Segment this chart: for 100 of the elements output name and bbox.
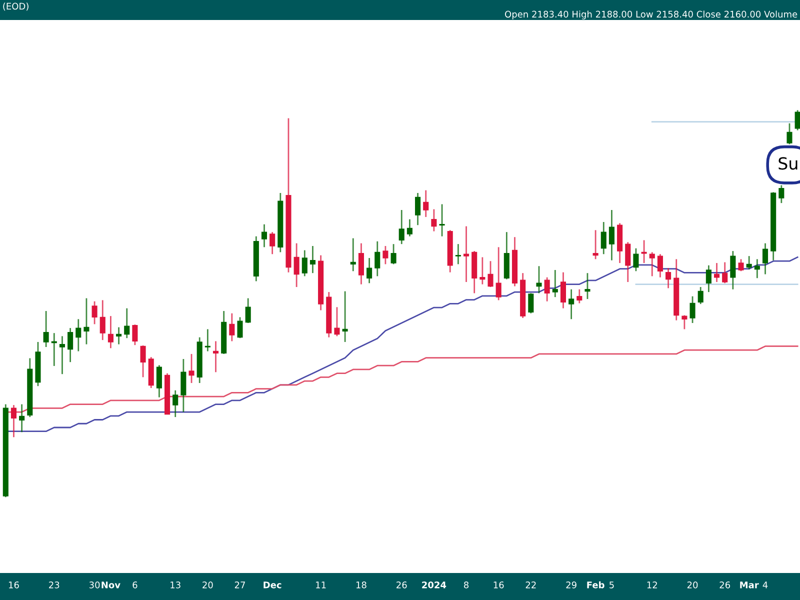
candlestick	[544, 276, 550, 302]
candlestick	[100, 299, 106, 341]
candlestick	[350, 238, 356, 272]
candlestick	[600, 221, 606, 255]
candlestick	[794, 109, 800, 131]
candlestick	[358, 242, 364, 286]
x-tick-label: 30	[89, 581, 100, 588]
candlestick	[172, 390, 178, 418]
x-tick-label: 29	[566, 581, 576, 588]
candlestick	[366, 257, 372, 284]
x-tick-label: 23	[49, 581, 60, 588]
candlestick	[415, 192, 421, 226]
candlestick	[657, 253, 663, 278]
candlestick	[108, 315, 114, 349]
x-tick-label: 8	[464, 581, 469, 588]
candlestick	[576, 288, 582, 304]
candlestick	[592, 229, 598, 260]
candlestick	[204, 328, 210, 352]
candlestick	[649, 251, 655, 277]
candlestick	[382, 245, 388, 265]
candlestick	[406, 218, 412, 238]
candlestick	[730, 250, 736, 290]
x-tick-label: Nov	[102, 582, 120, 588]
candlestick	[124, 308, 130, 339]
candlestick	[43, 310, 49, 348]
candlestick	[754, 258, 760, 279]
candlestick	[84, 298, 90, 345]
candlestick	[552, 269, 558, 298]
chart-subtitle: Open 2183.40 High 2188.00 Low 2158.40 Close 2160.00 Volume	[505, 10, 798, 20]
candlestick	[786, 122, 792, 145]
candlestick	[423, 190, 429, 218]
candlestick	[390, 243, 396, 265]
candlestick	[778, 184, 784, 204]
candlestick	[156, 364, 162, 398]
candlestick	[116, 326, 122, 345]
candlestick	[294, 242, 300, 288]
candlestick	[398, 209, 404, 245]
x-tick-label: 18	[356, 581, 366, 588]
candlestick	[342, 290, 348, 343]
x-tick-label: 6	[132, 581, 138, 588]
candlestick	[698, 286, 704, 305]
x-tick-label: 22	[526, 581, 536, 588]
candlestick	[560, 272, 566, 309]
candlestick	[528, 292, 534, 314]
candlestick	[746, 255, 752, 270]
candlestick	[261, 224, 268, 248]
candlestick	[180, 358, 186, 413]
candlestick	[10, 404, 17, 438]
candlestick	[666, 267, 672, 289]
candlestick	[625, 241, 631, 283]
candlestick	[188, 353, 194, 384]
candlestick	[536, 265, 542, 294]
candlestick	[212, 340, 219, 373]
candlestick	[488, 260, 494, 288]
candlestick	[302, 250, 308, 277]
candlestick	[690, 296, 696, 324]
candlestick	[132, 324, 138, 346]
x-tick-label: 4	[762, 582, 768, 588]
candlestick	[59, 335, 65, 375]
candlestick	[334, 306, 340, 337]
candlestick	[140, 344, 146, 378]
candlestick	[480, 256, 486, 286]
candlestick	[584, 272, 590, 300]
x-tick-label: 13	[170, 581, 180, 588]
candlestick	[310, 245, 316, 274]
x-tick-label: 20	[202, 581, 213, 588]
x-tick-label: 5	[610, 582, 614, 588]
candlestick	[51, 332, 57, 367]
candlestick	[431, 208, 437, 232]
x-tick-label: 27	[234, 581, 245, 588]
x-tick-label: 16	[8, 581, 19, 588]
x-tick-label: 20	[687, 581, 698, 588]
candlestick	[496, 246, 502, 301]
candlestick	[270, 231, 276, 255]
candlestick	[374, 240, 380, 277]
candlestick	[245, 298, 251, 324]
x-tick-label: Dec	[264, 582, 282, 588]
x-tick-label: 12	[647, 581, 657, 588]
candlestick	[714, 262, 720, 283]
annotation: Su	[778, 157, 798, 170]
candlestick	[229, 312, 235, 342]
candlestick	[762, 242, 768, 275]
x-tick-label: 2024	[422, 581, 446, 588]
candlestick	[682, 314, 688, 330]
candlestick	[455, 243, 461, 265]
candlestick	[19, 404, 25, 433]
x-tick-label: Mar	[740, 582, 759, 588]
candlestick	[568, 288, 574, 320]
x-tick-label: 11	[316, 582, 326, 588]
candlestick	[76, 318, 82, 352]
candlestick	[439, 204, 445, 238]
candlestick	[608, 209, 614, 262]
x-tick-label: Feb	[587, 581, 604, 588]
candlestick	[722, 262, 728, 284]
x-tick-label: 26	[720, 581, 730, 588]
candlestick	[92, 300, 98, 325]
candlestick	[463, 226, 470, 283]
candlestick	[237, 316, 243, 339]
candlestick	[738, 258, 744, 272]
candlestick	[68, 327, 74, 363]
